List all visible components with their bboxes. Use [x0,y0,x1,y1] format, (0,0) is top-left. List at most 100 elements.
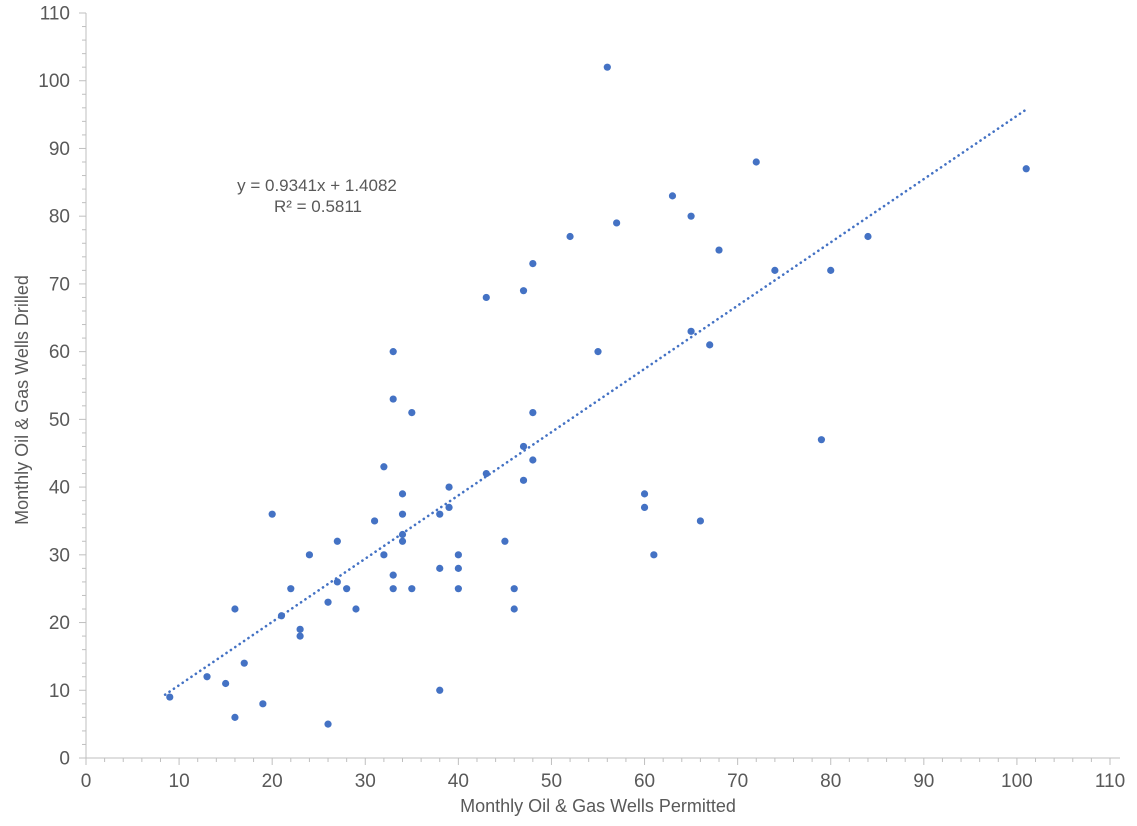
data-point[interactable] [389,585,397,593]
y-tick-label: 80 [49,207,70,228]
data-point[interactable] [333,578,341,586]
data-point[interactable] [370,517,379,525]
data-point[interactable] [203,673,211,681]
data-point[interactable] [324,598,332,606]
data-point[interactable] [389,348,397,356]
data-point[interactable] [389,395,397,403]
data-point[interactable] [436,510,444,518]
data-point[interactable] [277,612,286,620]
data-point[interactable] [296,632,304,640]
data-point[interactable] [640,490,649,498]
data-point[interactable] [333,537,341,545]
x-tick-label: 30 [355,771,376,792]
trendline-equation-label[interactable]: y = 0.9341x + 1.4082 R² = 0.5811 [237,176,397,216]
data-point[interactable] [408,585,416,593]
data-point[interactable] [222,679,230,688]
data-point[interactable] [398,510,407,518]
x-tick-label: 110 [1095,771,1125,792]
data-point[interactable] [305,551,314,559]
data-point[interactable] [668,192,677,200]
y-tick-label: 50 [49,410,70,431]
data-point[interactable] [817,436,826,444]
data-point[interactable] [445,483,453,491]
data-point[interactable] [566,232,574,241]
data-point[interactable] [827,266,835,274]
y-tick-label: 0 [59,749,70,770]
x-axis-title[interactable]: Monthly Oil & Gas Wells Permitted [460,796,736,816]
x-axis[interactable]: 0 10 20 30 40 50 60 70 80 90 100 110 [81,757,1125,792]
data-point[interactable] [640,503,649,512]
data-point[interactable] [454,564,462,572]
data-point[interactable] [268,510,276,518]
data-point[interactable] [687,212,695,220]
y-tick-label: 90 [49,139,70,160]
y-tick-label: 60 [49,342,70,363]
data-point[interactable] [519,476,528,484]
data-point[interactable] [752,158,760,166]
data-point[interactable] [259,700,267,708]
y-tick-label: 110 [40,4,70,25]
data-point[interactable] [501,537,509,545]
data-point[interactable] [240,659,248,667]
data-point[interactable] [613,219,621,227]
data-point[interactable] [529,408,537,417]
data-point[interactable] [389,571,397,579]
data-point[interactable] [482,469,490,478]
data-point[interactable] [706,341,714,349]
data-point[interactable] [519,287,528,295]
data-point[interactable] [287,585,295,593]
data-point[interactable] [398,537,407,545]
data-point[interactable] [687,327,695,335]
x-tick-label: 90 [913,771,934,792]
y-axis[interactable]: 0 10 20 30 40 50 60 70 80 90 100 110 [38,4,87,770]
data-point[interactable] [529,259,537,268]
data-point[interactable] [408,408,416,417]
data-point[interactable] [454,585,462,593]
data-point[interactable] [510,585,518,593]
data-point[interactable] [510,605,518,613]
data-point[interactable] [650,551,658,559]
data-point[interactable] [1022,165,1030,173]
y-axis-title[interactable]: Monthly Oil & Gas Wells Drilled [12,275,32,525]
y-tick-label: 100 [38,71,70,92]
x-tick-label: 60 [634,771,655,792]
data-point[interactable] [436,564,444,572]
data-point[interactable] [529,456,537,464]
data-point[interactable] [594,348,602,356]
data-point[interactable] [398,530,407,539]
data-point[interactable] [454,551,462,559]
data-point[interactable] [296,625,304,633]
data-point[interactable] [436,686,444,694]
trendline-r-squared-text: R² = 0.5811 [274,197,362,216]
y-tick-label: 30 [49,545,70,566]
data-point[interactable] [380,551,388,559]
y-tick-label: 70 [49,274,70,295]
data-point[interactable] [324,720,332,728]
x-tick-label: 10 [169,771,190,792]
data-point[interactable] [445,503,453,512]
y-axis-tick-labels: 0 10 20 30 40 50 60 70 80 90 100 110 [38,4,70,770]
data-point[interactable] [231,605,239,613]
data-point[interactable] [696,517,705,525]
y-tick-label: 40 [49,478,70,499]
data-point[interactable] [715,246,723,254]
data-point[interactable] [231,713,239,721]
data-point[interactable] [519,442,528,451]
data-point[interactable] [603,63,611,71]
data-point[interactable] [398,490,407,498]
data-point[interactable] [166,693,174,701]
data-series[interactable] [166,63,1030,728]
trendline[interactable] [163,108,1028,696]
data-point[interactable] [864,232,872,241]
data-point[interactable] [771,266,779,274]
data-point[interactable] [343,585,351,593]
x-tick-label: 100 [1001,771,1033,792]
data-point[interactable] [352,605,360,613]
data-point[interactable] [380,463,388,471]
x-tick-label: 40 [448,771,469,792]
data-point[interactable] [482,293,490,302]
x-axis-ticks [85,758,1111,765]
x-axis-tick-labels: 0 10 20 30 40 50 60 70 80 90 100 110 [81,771,1125,792]
